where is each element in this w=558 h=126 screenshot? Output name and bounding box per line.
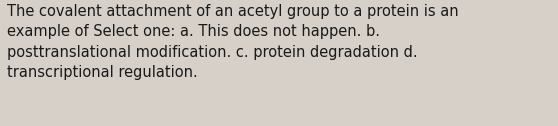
Text: The covalent attachment of an acetyl group to a protein is an
example of Select : The covalent attachment of an acetyl gro… bbox=[7, 4, 459, 80]
